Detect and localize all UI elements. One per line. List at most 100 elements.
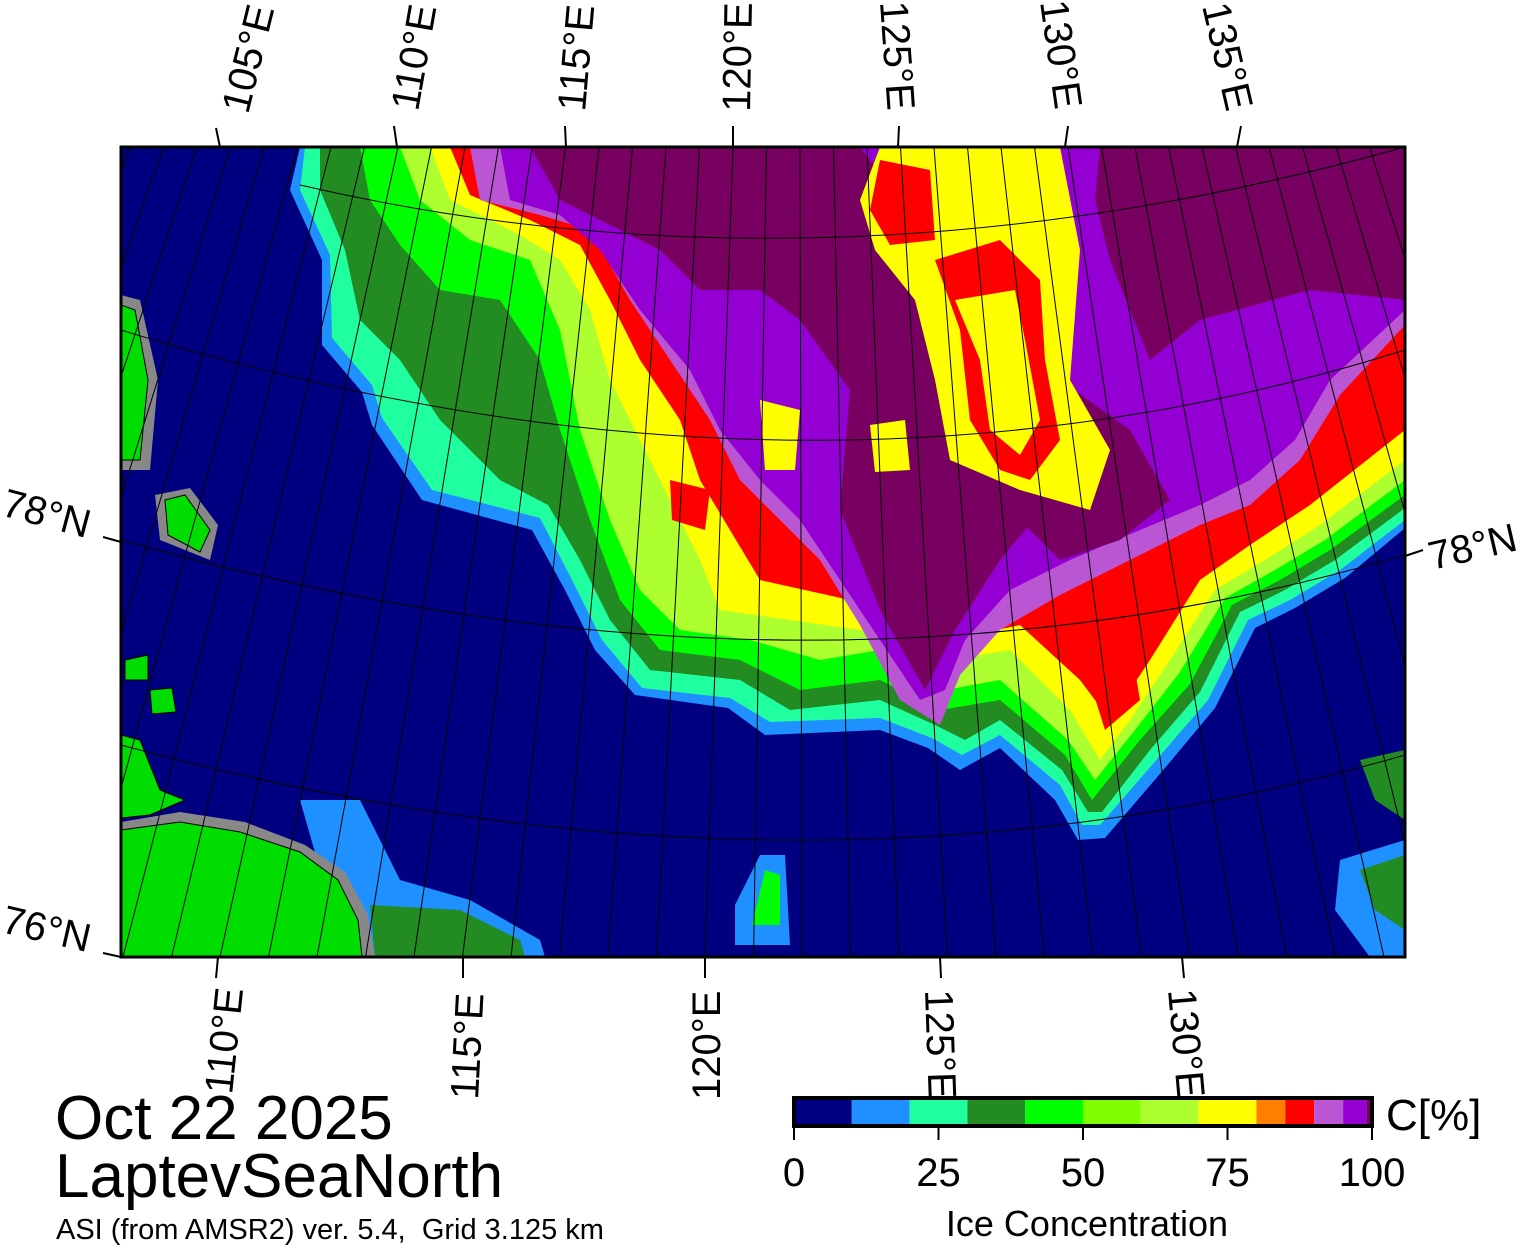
meridian-line: [121, 147, 165, 271]
meridian-line: [866, 147, 900, 957]
meridian-line: [219, 147, 399, 957]
meridian-line: [1134, 147, 1288, 957]
lon-label-bottom: 130°E: [1159, 987, 1212, 1100]
lon-label-bottom: 115°E: [443, 992, 493, 1101]
lon-label-top: 110°E: [384, 1, 446, 113]
meridian-line: [752, 147, 768, 957]
ice-concentration-map: [0, 87, 1405, 1017]
meridian-line: [510, 147, 600, 957]
lon-label-top: 130°E: [1031, 0, 1090, 112]
meridian-line: [1033, 147, 1143, 957]
colorbar-tick-label: 0: [783, 1151, 805, 1195]
ice-streak-yellow-inner: [955, 290, 1040, 455]
meridian-line: [170, 147, 366, 957]
meridian-line: [122, 147, 332, 957]
meridian-line: [799, 147, 803, 957]
meridian-line: [1268, 147, 1405, 669]
meridian-line: [832, 147, 852, 957]
lon-label-top: 125°E: [871, 0, 923, 112]
lon-label-top: 135°E: [1193, 0, 1260, 115]
meridian-line: [364, 147, 500, 957]
meridian-line: [1067, 147, 1191, 957]
meridian-line: [1100, 147, 1240, 957]
frame-ticks: [102, 125, 1424, 979]
ice-red-patch: [1080, 640, 1140, 730]
parallel-line: [121, 744, 1405, 841]
colorbar-segment: [967, 1098, 1026, 1126]
colorbar-segment: [1343, 1098, 1367, 1126]
graticule: [0, 87, 1405, 1017]
colorbar-segment: [1366, 1098, 1372, 1126]
colorbar-segment: [851, 1098, 910, 1126]
lon-label-top: 115°E: [550, 3, 603, 113]
land-island-small: [149, 687, 177, 715]
meridian-line: [1201, 147, 1385, 957]
meridian-line: [966, 147, 1046, 957]
meridian-line: [607, 147, 667, 957]
meridian-line: [899, 147, 949, 957]
colorbar-segment: [1198, 1098, 1257, 1126]
lat-label-left: 78°N: [0, 481, 95, 547]
lat-label-right: 78°N: [1424, 516, 1521, 579]
meridian-line: [1167, 147, 1337, 957]
ice-zone-max-east: [1095, 147, 1405, 360]
meridian-line: [933, 147, 997, 957]
meridian-line: [1301, 147, 1405, 515]
ice-yellow-patch: [870, 420, 910, 472]
lon-label-bottom: 120°E: [685, 991, 729, 1100]
product-subtitle: ASI (from AMSR2) ver. 5.4, Grid 3.125 km: [56, 1214, 604, 1246]
colorbar-tick-label: 25: [916, 1151, 961, 1195]
lon-label-bottom: 110°E: [197, 985, 252, 1095]
land-island: [164, 494, 211, 553]
meridian-line: [655, 147, 701, 957]
region-title: LaptevSeaNorth: [55, 1142, 504, 1211]
ice-patch-island-inner: [752, 870, 780, 925]
meridian-line: [121, 147, 299, 790]
ice-red-patch: [870, 160, 935, 245]
ice-patch-east: [1360, 750, 1405, 820]
meridian-line: [461, 147, 567, 957]
meridian-line: [1000, 147, 1094, 957]
colorbar-segment: [1140, 1098, 1199, 1126]
meridian-line: [1368, 147, 1405, 261]
colorbar-segment: [1256, 1098, 1286, 1126]
colorbar-tick-label: 75: [1205, 1151, 1250, 1195]
ice-patch-southeast-inner: [1360, 855, 1405, 930]
colorbar-segment: [1314, 1098, 1344, 1126]
meridian-line: [0, 87, 120, 1017]
colorbar-segment: [794, 1098, 852, 1126]
colorbar-tick-label: 50: [1061, 1151, 1106, 1195]
lon-label-top: 120°E: [715, 2, 761, 112]
map-frame: [119, 145, 1407, 959]
meridian-line: [121, 147, 198, 379]
colorbar-unit: C[%]: [1386, 1091, 1481, 1140]
meridian-line: [121, 147, 232, 500]
meridian-line: [704, 147, 734, 957]
meridian-line: [0, 87, 87, 1017]
land-west-shore: [121, 734, 187, 819]
lon-label-top: 105°E: [214, 0, 283, 117]
ice-patch-south-strip-inner: [370, 905, 525, 957]
land-island-small: [124, 654, 149, 681]
parallel-line: [121, 329, 1405, 441]
land-south-west: [121, 821, 363, 957]
colorbar-segment: [1025, 1098, 1083, 1126]
lat-label-left: 76°N: [0, 898, 95, 961]
colorbar-segment: [909, 1098, 968, 1126]
meridian-line: [1234, 147, 1405, 847]
ice-yellow-patch: [760, 400, 800, 470]
land-west-island: [121, 304, 149, 461]
lon-label-bottom: 125°E: [916, 989, 964, 1100]
colorbar-segment: [1083, 1098, 1141, 1126]
meridian-line: [1335, 147, 1405, 380]
date-title: Oct 22 2025: [55, 1084, 393, 1153]
colorbar: [794, 1098, 1372, 1126]
meridian-line: [121, 147, 265, 636]
meridian-line: [267, 147, 433, 957]
colorbar-tick-label: 100: [1339, 1151, 1406, 1195]
colorbar-label: Ice Concentration: [946, 1203, 1228, 1244]
meridian-line: [316, 147, 466, 957]
parallel-line: [299, 147, 1405, 239]
meridian-line: [413, 147, 533, 957]
